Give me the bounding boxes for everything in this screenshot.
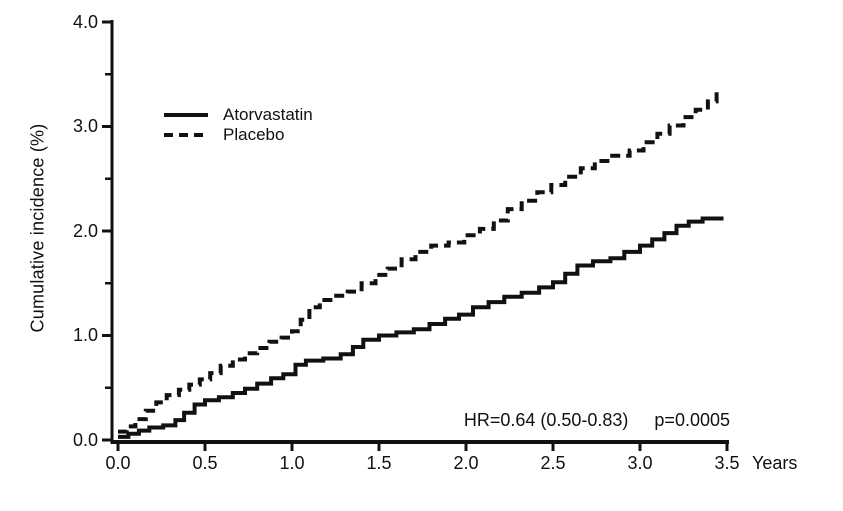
x-tick-label: 3.5 bbox=[714, 453, 740, 473]
x-tick-label: 1.0 bbox=[279, 453, 305, 473]
y-tick-label: 4.0 bbox=[72, 12, 98, 32]
legend-row-atorvastatin: Atorvastatin bbox=[163, 105, 313, 125]
x-tick-label: 3.0 bbox=[627, 453, 653, 473]
x-tick-label: 2.5 bbox=[540, 453, 566, 473]
dashed-line-icon bbox=[164, 133, 208, 137]
legend: Atorvastatin Placebo bbox=[163, 105, 313, 145]
curve-placebo bbox=[118, 89, 719, 434]
solid-line-icon bbox=[164, 113, 208, 117]
legend-row-placebo: Placebo bbox=[163, 125, 313, 145]
y-axis-title: Cumulative incidence (%) bbox=[27, 123, 48, 333]
x-tick-label: 0.5 bbox=[192, 453, 218, 473]
y-tick-label: 3.0 bbox=[72, 116, 98, 136]
y-tick-label: 0.0 bbox=[72, 430, 98, 450]
legend-label-placebo: Placebo bbox=[223, 125, 285, 144]
legend-label-atorvastatin: Atorvastatin bbox=[223, 105, 313, 124]
p-value-text: p=0.0005 bbox=[654, 410, 730, 430]
x-axis-title: Years bbox=[752, 453, 798, 473]
y-tick-label: 2.0 bbox=[72, 221, 98, 241]
curve-atorvastatin bbox=[118, 216, 724, 439]
x-tick-label: 0.0 bbox=[105, 453, 131, 473]
x-tick-label: 2.0 bbox=[453, 453, 479, 473]
y-tick-label: 1.0 bbox=[72, 325, 98, 345]
x-tick-label: 1.5 bbox=[366, 453, 392, 473]
hr-annotation: HR=0.64 (0.50-0.83) p=0.0005 bbox=[464, 410, 730, 431]
hazard-ratio-text: HR=0.64 (0.50-0.83) bbox=[463, 410, 629, 430]
